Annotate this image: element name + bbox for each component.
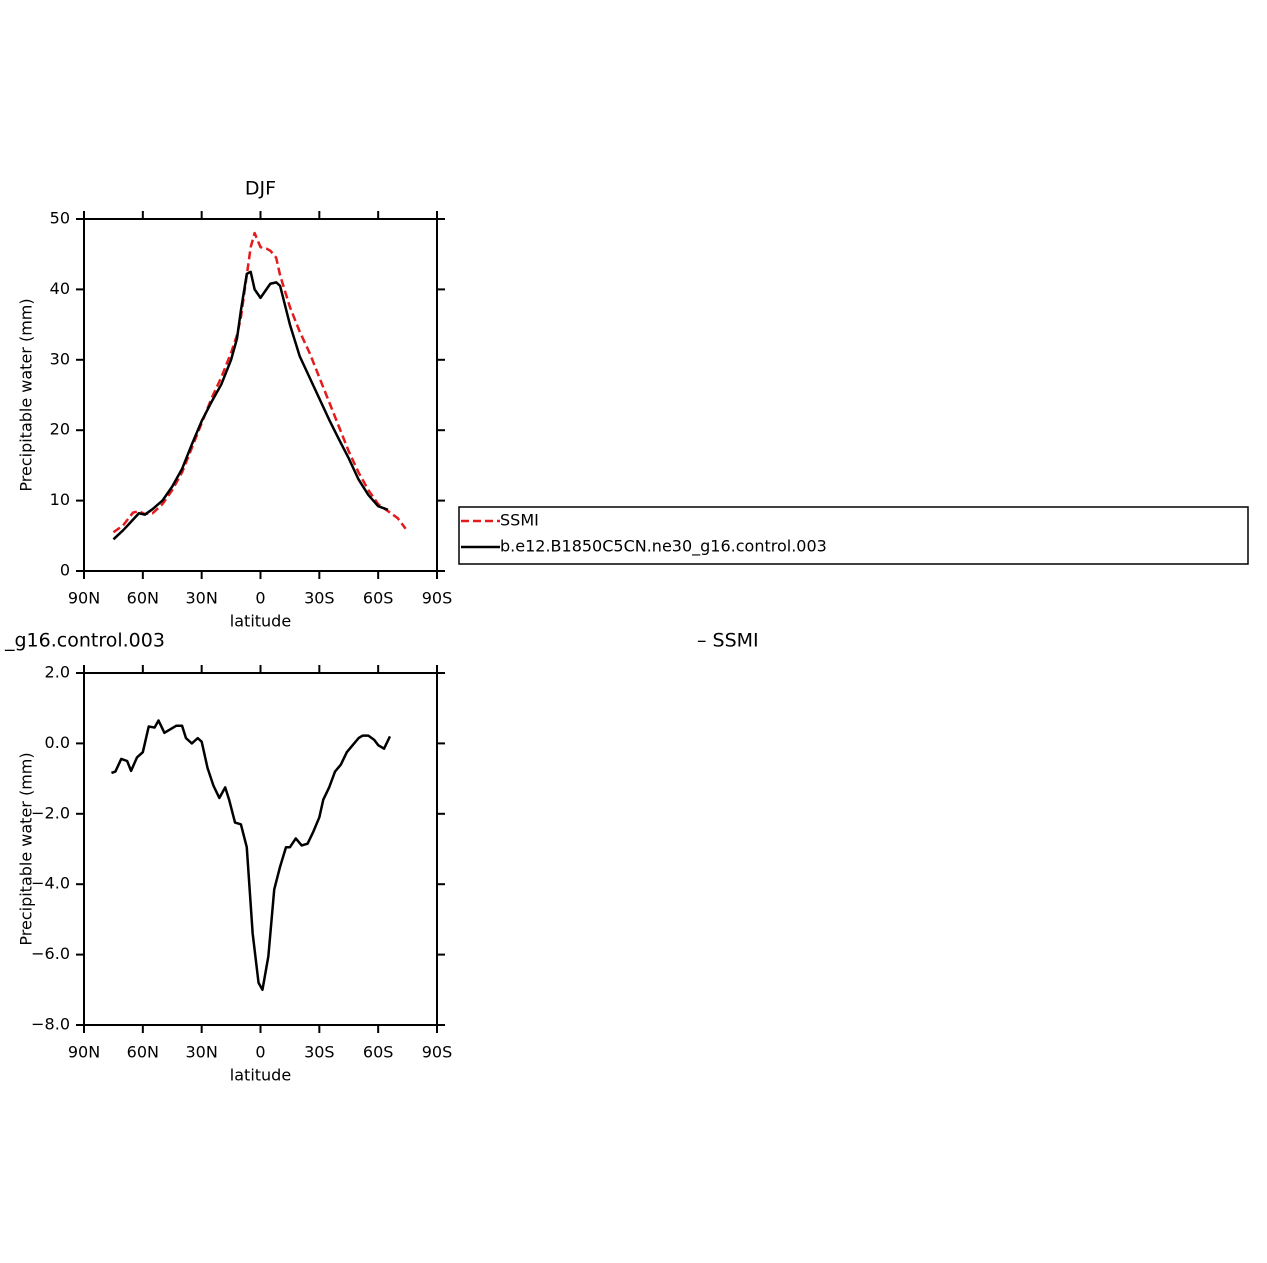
y-tick-label: −4.0	[31, 874, 70, 893]
x-tick-label: 90N	[68, 1043, 100, 1062]
y-tick-label: 30	[50, 349, 70, 368]
x-tick-label: 90S	[422, 589, 453, 608]
x-tick-label: 60N	[127, 589, 159, 608]
data-line	[111, 719, 392, 992]
legend-box	[458, 506, 1249, 565]
y-tick-label: 0	[60, 561, 70, 580]
x-axis-label: latitude	[230, 1066, 291, 1085]
y-axis-label: Precipitable water (mm)	[17, 298, 36, 491]
y-label-clip: Precipitable water (mm)	[17, 752, 36, 945]
data-line	[112, 231, 407, 534]
y-tick-label: 50	[50, 209, 70, 228]
y-tick-label: 20	[50, 420, 70, 439]
panel-title-left: _g16.control.003	[4, 630, 165, 652]
y-tick-label: −6.0	[31, 944, 70, 963]
data-line	[112, 270, 389, 541]
y-tick-label: 0.0	[45, 733, 70, 752]
y-tick-label: 2.0	[45, 663, 70, 682]
y-tick-label: −2.0	[31, 803, 70, 822]
x-tick-label: 30S	[304, 589, 335, 608]
legend-label: SSMI	[500, 511, 539, 530]
y-axis-label: Precipitable water (mm)	[17, 752, 36, 945]
x-axis-label: latitude	[230, 612, 291, 631]
panel-title: DJF	[245, 178, 276, 200]
x-tick-label: 0	[255, 1043, 265, 1062]
x-tick-label: 60S	[363, 589, 394, 608]
panel-title-right: – SSMI	[697, 630, 759, 652]
y-tick-label: 40	[50, 279, 70, 298]
legend: SSMI b.e12.B1850C5CN.ne30_g16.control.003	[458, 506, 1249, 565]
x-tick-label: 90N	[68, 589, 100, 608]
plot-frame	[83, 672, 438, 1026]
y-tick-label: 10	[50, 490, 70, 509]
panel: −8.0 −6.0 −4.0 −2.0 0.0 2.0 90N 60N 30N 0 30S 60S 90…	[4, 630, 759, 1085]
legend-label: b.e12.B1850C5CN.ne30_g16.control.003	[500, 537, 827, 557]
panel: 0 10 20 30 40 50 90N 60N 30N 0 30S 60S 90S DJF latitud…	[17, 178, 453, 631]
x-tick-label: 60S	[363, 1043, 394, 1062]
x-tick-label: 0	[255, 589, 265, 608]
x-tick-label: 30S	[304, 1043, 335, 1062]
y-tick-label: −8.0	[31, 1015, 70, 1034]
x-tick-label: 90S	[422, 1043, 453, 1062]
x-tick-label: 30N	[186, 1043, 218, 1062]
plot-frame	[83, 218, 438, 572]
x-tick-label: 60N	[127, 1043, 159, 1062]
x-tick-label: 30N	[186, 589, 218, 608]
